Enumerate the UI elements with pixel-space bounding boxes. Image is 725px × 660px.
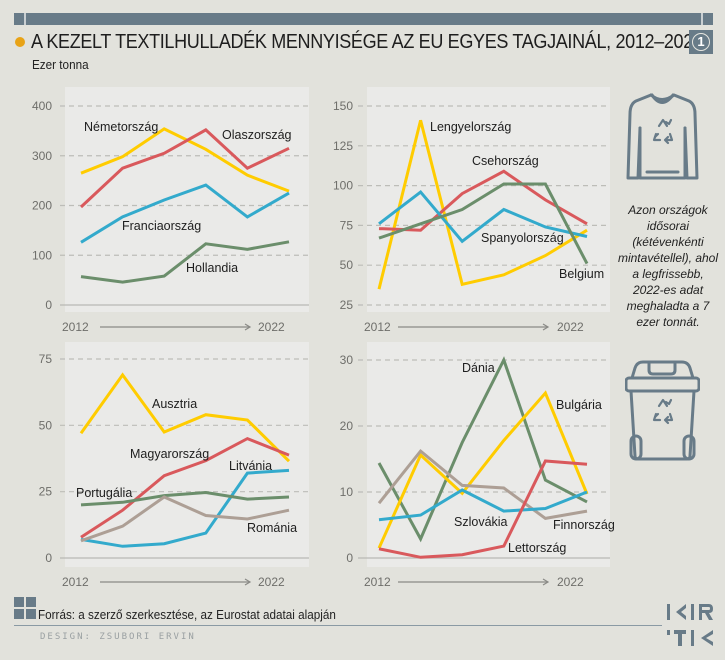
x-axis-arrow-head-icon	[244, 323, 252, 331]
chart-subtitle: Ezer tonna	[32, 57, 89, 72]
series-label: Bulgária	[556, 398, 602, 412]
sweater-recycle-icon	[626, 93, 699, 180]
x-end-label: 2022	[258, 320, 285, 334]
top-bar-notch-right	[701, 13, 703, 25]
series-line-lengyelország	[377, 119, 588, 290]
plot-area-2	[367, 87, 610, 312]
y-tick-label: 30	[340, 353, 354, 367]
series-label: Magyarország	[130, 447, 209, 461]
series-line-finnország	[377, 448, 588, 520]
y-tick-label: 150	[333, 99, 353, 113]
x-end-label: 2022	[557, 320, 584, 334]
y-tick-label: 25	[39, 485, 53, 499]
series-label: Lettország	[508, 541, 566, 555]
series-label: Lengyelország	[430, 120, 511, 134]
series-line-olaszország	[79, 128, 290, 209]
y-tick-label: 125	[333, 139, 353, 153]
x-axis-arrow-head-icon	[542, 323, 550, 331]
series-line-spanyolország	[378, 189, 588, 244]
y-tick-label: 300	[32, 149, 52, 163]
series-line-lettország	[378, 459, 588, 559]
plot-area-1	[65, 87, 309, 312]
plot-area-4	[367, 342, 610, 567]
x-end-label: 2022	[258, 575, 285, 589]
series-line-dánia	[377, 356, 588, 543]
x-start-label: 2012	[364, 320, 391, 334]
x-start-label: 2012	[364, 575, 391, 589]
series-line-csehország	[378, 169, 588, 232]
series-label: Finnország	[553, 518, 615, 532]
x-axis-arrow-head-icon	[244, 578, 252, 586]
y-tick-label: 50	[39, 418, 53, 432]
plot-area-3	[65, 342, 309, 567]
series-label: Románia	[247, 521, 297, 535]
series-label: Franciaország	[122, 219, 201, 233]
y-tick-label: 50	[340, 258, 354, 272]
y-tick-label: 200	[32, 199, 52, 213]
series-label: Ausztria	[152, 397, 197, 411]
series-label: Spanyolország	[481, 231, 564, 245]
x-end-label: 2022	[557, 575, 584, 589]
series-line-magyarország	[80, 436, 290, 539]
y-tick-label: 10	[340, 485, 354, 499]
series-label: Dánia	[462, 361, 495, 375]
y-tick-label: 0	[45, 298, 52, 312]
x-start-label: 2012	[62, 320, 89, 334]
x-axis-arrow-head-icon	[542, 578, 550, 586]
series-label: Szlovákia	[454, 515, 508, 529]
series-label: Németország	[84, 120, 158, 134]
series-label: Belgium	[559, 267, 604, 281]
series-line-belgium	[378, 182, 589, 265]
y-tick-label: 0	[45, 551, 52, 565]
series-line-hollandia	[80, 240, 290, 284]
footer-grid-icon	[14, 597, 36, 619]
series-line-románia	[80, 495, 290, 543]
series-label: Hollandia	[186, 261, 238, 275]
series-line-portugália	[80, 490, 290, 507]
y-tick-label: 20	[340, 419, 354, 433]
y-tick-label: 100	[32, 248, 52, 262]
series-line-szlovákia	[378, 488, 588, 522]
x-start-label: 2012	[62, 575, 89, 589]
footer-divider	[14, 625, 662, 626]
series-line-bulgária	[377, 390, 589, 549]
y-tick-label: 100	[333, 179, 353, 193]
series-label: Csehország	[472, 154, 539, 168]
figure-number: 1	[692, 33, 710, 51]
series-line-ausztria	[79, 372, 291, 463]
series-label: Litvánia	[229, 459, 272, 473]
chart-title: A KEZELT TEXTILHULLADÉK MENNYISÉGE AZ EU…	[31, 30, 703, 53]
design-credit: DESIGN: ZSUBORI ERVIN	[40, 632, 196, 642]
figure-number-badge: 1	[689, 30, 713, 54]
recycle-bin-icon	[625, 360, 700, 461]
top-bar-notch-left	[24, 13, 26, 25]
y-tick-label: 75	[39, 352, 53, 366]
series-label: Portugália	[76, 486, 132, 500]
series-line-németország	[80, 127, 290, 193]
y-tick-label: 400	[32, 99, 52, 113]
series-line-litvánia	[80, 468, 290, 548]
y-tick-label: 0	[346, 551, 353, 565]
top-bar	[14, 13, 713, 25]
source-note: Forrás: a szerző szerkesztése, az Eurost…	[38, 607, 336, 622]
krtk-logo	[667, 604, 713, 646]
title-bullet-icon	[15, 37, 25, 47]
y-tick-label: 75	[340, 218, 354, 232]
series-line-franciaország	[80, 183, 290, 244]
y-tick-label: 25	[340, 298, 354, 312]
series-label: Olaszország	[222, 128, 292, 142]
side-note: Azon országok idősorai (kétévenkénti min…	[617, 203, 719, 329]
